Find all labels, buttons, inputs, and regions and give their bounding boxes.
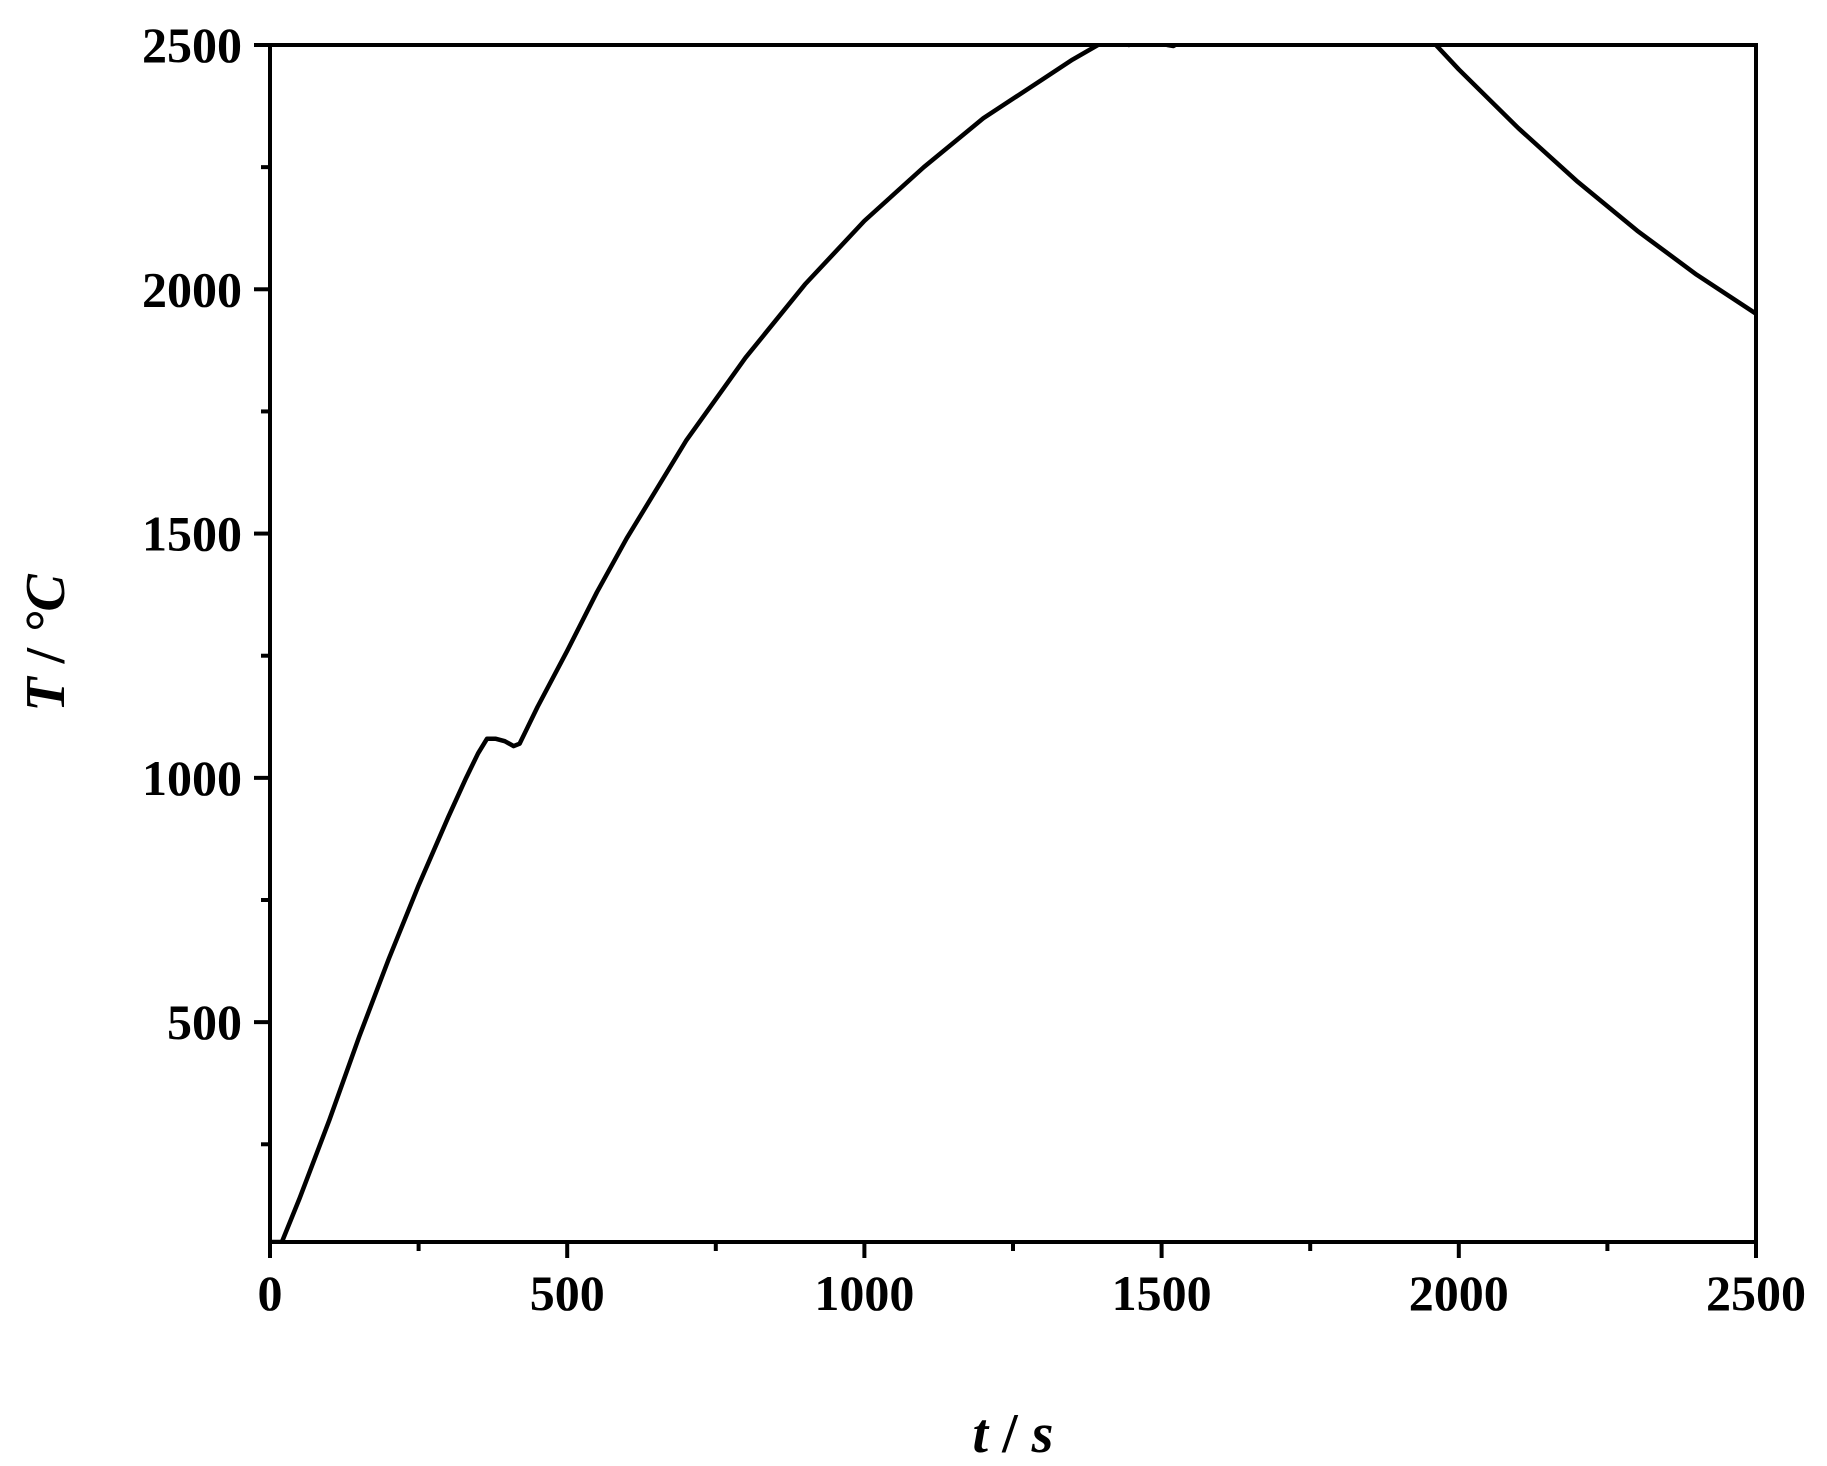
- temperature-line: [270, 45, 1756, 1242]
- x-axis: 0 500 1000 1500 2000 2500: [258, 1242, 1806, 1321]
- y-axis-title-variable: T: [15, 675, 77, 712]
- x-tick-label-500: 500: [530, 1265, 605, 1321]
- x-axis-title: t / s: [973, 1403, 1054, 1465]
- x-tick-label-2000: 2000: [1409, 1265, 1509, 1321]
- y-tick-label-2500: 2500: [142, 17, 242, 73]
- y-axis-title-separator: /: [15, 634, 77, 678]
- y-axis-title-unit: °C: [15, 574, 77, 634]
- x-tick-label-1500: 1500: [1112, 1265, 1212, 1321]
- y-axis: 500 1000 1500 2000 2500: [142, 17, 270, 1147]
- y-tick-label-2000: 2000: [142, 261, 242, 317]
- x-axis-title-separator: /: [988, 1403, 1032, 1465]
- plot-frame: [268, 43, 1758, 1244]
- y-tick-label-1000: 1000: [142, 750, 242, 806]
- x-tick-label-2500: 2500: [1706, 1265, 1806, 1321]
- y-tick-label-1500: 1500: [142, 506, 242, 562]
- x-axis-title-unit: s: [1031, 1403, 1054, 1465]
- x-axis-title-variable: t: [973, 1403, 990, 1465]
- y-tick-label-500: 500: [167, 994, 242, 1050]
- y-axis-title: T / °C: [15, 574, 77, 712]
- x-tick-label-1000: 1000: [814, 1265, 914, 1321]
- x-tick-label-0: 0: [258, 1265, 283, 1321]
